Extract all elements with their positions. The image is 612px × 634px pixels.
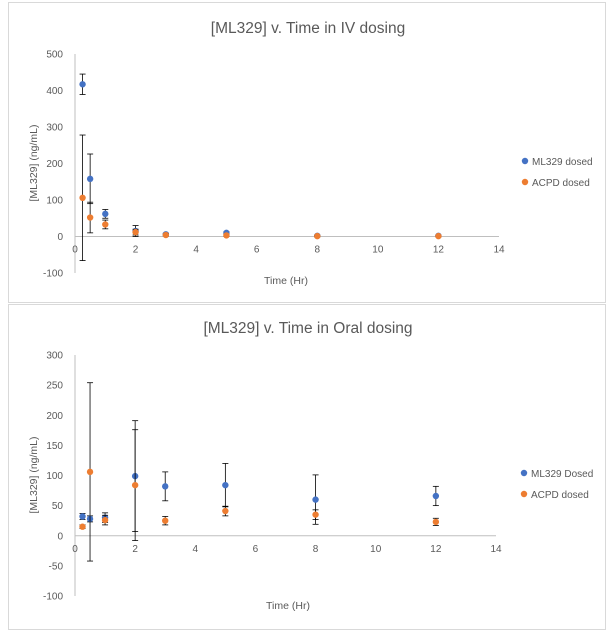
data-point-acpd-dosed	[86, 468, 94, 476]
x-tick-label: 4	[193, 544, 199, 555]
legend-marker-ml329-dosed	[520, 469, 528, 477]
legend: ML329 dosed ACPD dosed	[521, 157, 593, 189]
legend-label-acpd-dosed: ACPD dosed	[532, 178, 590, 189]
data-point-ml329-dosed	[79, 513, 86, 520]
x-tick-label: 0	[72, 245, 78, 256]
data-point-ml329-dosed	[312, 496, 319, 503]
y-tick-label: 50	[52, 501, 64, 512]
chart-title: [ML329] v. Time in IV dosing	[211, 20, 405, 37]
data-point-acpd-dosed	[79, 523, 86, 530]
y-tick-label: 400	[46, 86, 63, 97]
legend-marker-acpd-dosed	[520, 490, 528, 498]
data-point-acpd-dosed	[131, 481, 139, 489]
legend-label-acpd-dosed: ACPD dosed	[531, 490, 589, 501]
x-tick-label: 8	[315, 245, 321, 256]
x-tick-label: 12	[433, 245, 445, 256]
x-tick-label: 0	[72, 544, 78, 555]
data-point-acpd-dosed	[79, 194, 86, 202]
iv-dosing-chart-panel: [ML329] v. Time in IV dosing -100 0 100 200…	[8, 2, 606, 303]
data-point-acpd-dosed	[101, 516, 109, 524]
data-point-acpd-dosed	[86, 214, 94, 221]
data-point-ml329-dosed	[102, 210, 109, 218]
chart-title: [ML329] v. Time in Oral dosing	[203, 320, 412, 337]
x-tick-label: 4	[193, 245, 199, 256]
legend: ML329 Dosed ACPD dosed	[520, 469, 593, 501]
y-tick-label: -100	[43, 592, 63, 603]
data-point-ml329-dosed	[432, 492, 440, 500]
y-axis-title: [ML329] (ng/mL)	[28, 124, 40, 201]
y-tick-label: 100	[46, 471, 63, 482]
y-tick-label: 0	[57, 232, 63, 243]
data-point-acpd-dosed	[312, 511, 319, 518]
data-point-acpd-dosed	[435, 232, 442, 240]
data-point-acpd-dosed	[162, 517, 169, 524]
oral-dosing-chart: [ML329] v. Time in Oral dosing -100 -50 0 5…	[28, 320, 593, 612]
y-tick-label: 250	[46, 381, 63, 392]
x-tick-label: 2	[132, 544, 138, 555]
x-tick-label: 14	[493, 245, 505, 256]
y-tick-label: 200	[46, 159, 63, 170]
x-tick-label: 12	[430, 544, 442, 555]
x-axis-title: Time (Hr)	[266, 600, 310, 612]
data-point-acpd-dosed	[223, 232, 230, 239]
oral-dosing-chart-panel: [ML329] v. Time in Oral dosing -100 -50 0 5…	[8, 304, 606, 630]
x-tick-label: 6	[253, 544, 259, 555]
y-tick-label: 0	[57, 531, 63, 542]
y-tick-label: 100	[46, 196, 63, 207]
data-point-acpd-dosed	[222, 507, 229, 515]
legend-marker-acpd-dosed	[521, 178, 529, 186]
data-point-ml329-dosed	[162, 483, 169, 490]
data-point-acpd-dosed	[102, 221, 109, 228]
y-tick-label: 150	[46, 441, 63, 452]
data-point-acpd-dosed	[132, 228, 139, 236]
data-point-acpd-dosed	[314, 232, 321, 240]
y-tick-label: 200	[46, 411, 63, 422]
data-point-acpd-dosed	[162, 231, 170, 239]
y-tick-label: 300	[46, 351, 63, 362]
data-point-acpd-dosed	[432, 518, 440, 526]
x-tick-label: 8	[313, 544, 319, 555]
data-point-ml329-dosed	[86, 175, 94, 183]
legend-marker-ml329-dosed	[521, 157, 529, 165]
data-point-ml329-dosed	[222, 481, 229, 489]
iv-dosing-chart: [ML329] v. Time in IV dosing -1000100200…	[28, 20, 593, 287]
y-tick-label: 500	[46, 50, 63, 61]
legend-label-ml329-dosed: ML329 Dosed	[531, 469, 593, 480]
y-axis-title: [ML329] (ng/mL)	[28, 436, 40, 513]
x-tick-label: 6	[254, 245, 260, 256]
y-tick-label: -50	[49, 561, 64, 572]
x-axis-title: Time (Hr)	[264, 275, 308, 287]
legend-label-ml329-dosed: ML329 dosed	[532, 157, 593, 168]
x-tick-label: 14	[490, 544, 502, 555]
x-tick-label: 2	[133, 245, 139, 256]
x-tick-label: 10	[370, 544, 382, 555]
y-tick-label: 300	[46, 123, 63, 134]
y-tick-label: -100	[43, 269, 63, 280]
x-tick-label: 10	[372, 245, 384, 256]
data-point-ml329-dosed	[79, 81, 86, 88]
